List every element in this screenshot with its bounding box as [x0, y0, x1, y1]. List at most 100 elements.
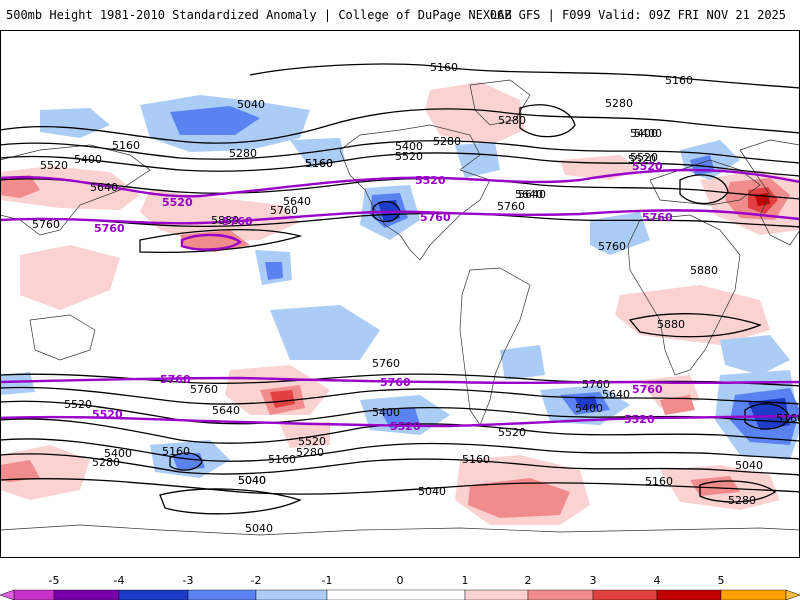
- label: 5400: [372, 406, 400, 419]
- height-contours: [0, 63, 800, 515]
- contour-5040-low: [159, 488, 302, 515]
- anomaly-neg1: [720, 335, 790, 375]
- label: 5160: [112, 139, 140, 152]
- colorbar-segment: [53, 589, 120, 600]
- anomaly-neg1: [590, 212, 650, 255]
- label: 5160: [665, 74, 693, 87]
- contour-5280-south: [0, 438, 800, 462]
- label: 5400: [104, 447, 132, 460]
- colorbar-tick: -1: [322, 574, 333, 587]
- purple-label: 5520: [92, 408, 123, 421]
- label: 5160: [462, 453, 490, 466]
- label: 5280: [605, 97, 633, 110]
- purple-label: 5760: [160, 373, 191, 386]
- contour-5280-north: [0, 108, 800, 144]
- anomaly-pos1: [425, 82, 525, 145]
- colorbar: -5 -4 -3 -2 -1 0 1 2 3 4 5: [0, 574, 800, 600]
- colorbar-segment: [656, 589, 722, 600]
- label: 5640: [518, 188, 546, 201]
- label: 5640: [90, 181, 118, 194]
- purple-5520-south: [0, 414, 800, 428]
- label: 5040: [238, 474, 266, 487]
- colorbar-segment: [720, 589, 787, 600]
- label: 5640: [602, 388, 630, 401]
- label: 5040: [238, 474, 266, 487]
- label: 5040: [237, 98, 265, 111]
- colorbar-segment: [527, 589, 594, 600]
- contour-5400-south: [0, 418, 800, 444]
- purple-label: 5760: [632, 383, 663, 396]
- label: 5400: [74, 153, 102, 166]
- anomaly-neg1: [290, 138, 345, 168]
- label: 5640: [283, 195, 311, 208]
- colorbar-tick: 5: [718, 574, 725, 587]
- anomaly-neg1: [500, 345, 545, 380]
- label: 5640: [212, 404, 240, 417]
- label: 5280: [433, 135, 461, 148]
- label: 5160: [430, 61, 458, 74]
- label: 5760: [582, 378, 610, 391]
- anomaly-neg1: [0, 372, 35, 395]
- colorbar-segment: [118, 589, 189, 600]
- anomaly-neg3: [575, 396, 598, 410]
- purple-label: 5520: [624, 413, 655, 426]
- colorbar-tick: 1: [462, 574, 469, 587]
- label: 5760: [372, 357, 400, 370]
- colorbar-ticks: -5 -4 -3 -2 -1 0 1 2 3 4 5: [49, 574, 725, 587]
- label: 5520: [628, 153, 656, 166]
- contour-low-south-atlantic: [699, 480, 777, 503]
- colorbar-segment: [592, 589, 658, 600]
- contour-5880-north: [139, 228, 303, 254]
- colorbar-tick: 3: [590, 574, 597, 587]
- label: 5760: [497, 200, 525, 213]
- contour-5520-north: [0, 152, 800, 177]
- contour-low-europe: [679, 174, 729, 205]
- colorbar-arrow-right: [785, 589, 800, 600]
- anomaly-neg2: [265, 262, 283, 280]
- anomaly-pos2: [0, 175, 40, 198]
- purple-label: 5520: [632, 160, 663, 173]
- label: 5400: [575, 402, 603, 415]
- purple-contours: [0, 168, 800, 428]
- colorbar-tick: -2: [251, 574, 262, 587]
- colorbar-tick: 0: [397, 574, 404, 587]
- label: 5400: [395, 140, 423, 153]
- label: 5760: [598, 240, 626, 253]
- label: 5640: [515, 188, 543, 201]
- anomaly-pos2: [0, 460, 40, 482]
- coast-africa: [627, 214, 741, 376]
- label: 5160: [776, 412, 800, 425]
- label: 5880: [690, 264, 718, 277]
- contour-labels: 5160 5160 5040 5280 5160 5400 5520 5640 …: [32, 61, 800, 535]
- anomaly-neg2: [170, 106, 260, 135]
- run-info: 06Z GFS | F099 Valid: 09Z FRI NOV 21 202…: [489, 8, 786, 22]
- label: 5400: [630, 127, 658, 140]
- purple-labels: 5520 5520 5520 5760 5760 5760 5760 5760 …: [92, 160, 673, 433]
- label: 5760: [190, 383, 218, 396]
- label: 5160: [305, 157, 333, 170]
- colorbar-tick: -3: [183, 574, 194, 587]
- colorbar-segment: [326, 589, 466, 600]
- purple-label: 5520: [415, 174, 446, 187]
- label: 5040: [245, 522, 273, 535]
- purple-label: 5760: [222, 215, 253, 228]
- purple-5760-south: [0, 376, 800, 385]
- colorbar-segment: [13, 589, 55, 600]
- label: 5040: [735, 459, 763, 472]
- purple-label: 5760: [380, 376, 411, 389]
- coast-asia-east: [739, 139, 800, 246]
- label: 5160: [305, 157, 333, 170]
- anomaly-pos1: [280, 422, 330, 448]
- purple-5760-loop: [180, 233, 242, 251]
- purple-label: 5760: [94, 222, 125, 235]
- colorbar-tick: -5: [49, 574, 60, 587]
- contour-5160-north: [249, 63, 800, 89]
- label: 5400: [634, 127, 662, 140]
- anomaly-pos3: [270, 390, 295, 408]
- label: 5280: [728, 494, 756, 507]
- label: 5280: [229, 147, 257, 160]
- purple-label: 5520: [390, 420, 421, 433]
- label: 5520: [498, 426, 526, 439]
- anomaly-neg1: [270, 305, 380, 360]
- anomaly-pos1: [140, 190, 300, 242]
